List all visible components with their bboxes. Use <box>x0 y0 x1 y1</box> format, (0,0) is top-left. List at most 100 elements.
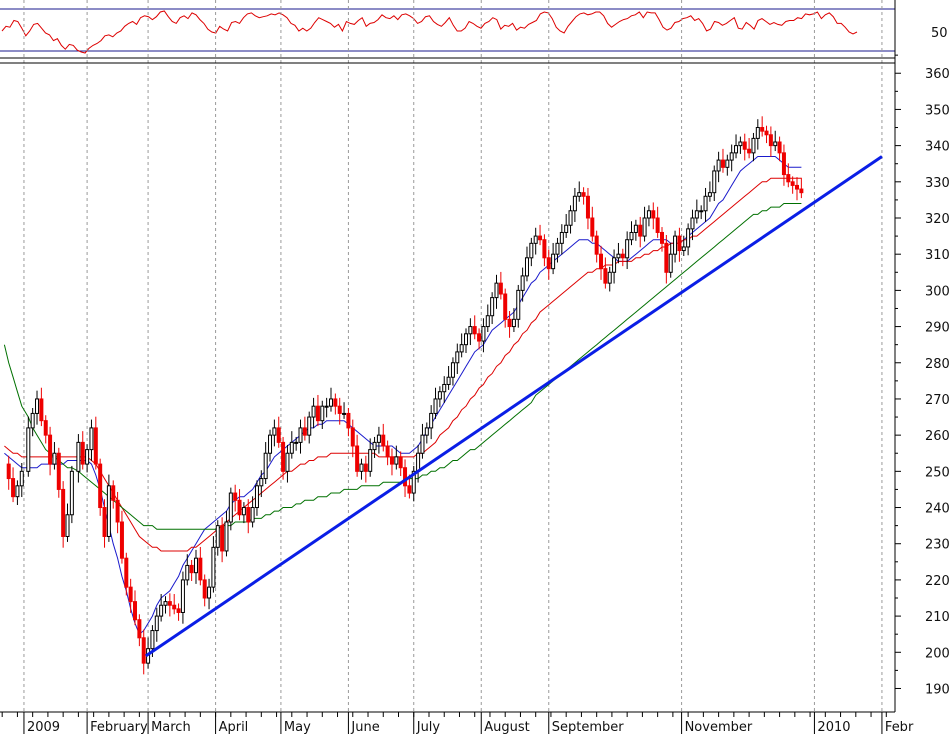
price-tick-label: 250 <box>925 465 950 480</box>
candle-up <box>725 159 730 168</box>
candle-up <box>159 604 164 617</box>
candle-up <box>35 398 40 414</box>
candle-up <box>89 427 94 451</box>
candle-up <box>734 145 739 154</box>
candle-down <box>795 184 800 190</box>
candle-up <box>729 152 734 161</box>
candle-up <box>699 210 704 213</box>
candle-up <box>342 412 347 415</box>
candle-up <box>520 275 525 291</box>
candle-up <box>616 253 621 259</box>
price-tick-label: 340 <box>925 140 950 155</box>
candle-up <box>420 434 425 454</box>
candle-up <box>65 514 70 537</box>
candle-up <box>703 195 708 212</box>
price-tick-label: 280 <box>925 357 950 372</box>
candle-down <box>407 485 412 494</box>
candle-up <box>241 507 246 516</box>
candle-down <box>503 293 508 320</box>
candle-down <box>276 427 281 443</box>
candle-down <box>355 445 360 472</box>
candle-up <box>294 441 299 444</box>
candle-down <box>590 217 595 237</box>
candle-down <box>472 326 477 335</box>
candle-down <box>638 224 643 237</box>
candle-down <box>43 420 48 436</box>
candle-up <box>376 434 381 443</box>
candle-up <box>372 441 377 451</box>
candle-up <box>716 159 721 172</box>
candle-down <box>237 499 242 516</box>
candle-down <box>48 434 53 465</box>
candle-up <box>311 405 316 418</box>
candle-up <box>254 485 259 509</box>
candle-down <box>799 188 804 194</box>
candle-up <box>707 192 712 197</box>
candle-down <box>302 427 307 436</box>
candle-up <box>642 217 647 237</box>
candle-up <box>755 127 760 139</box>
candle-up <box>568 210 573 226</box>
candle-up <box>411 470 416 494</box>
candle-up <box>85 449 90 465</box>
candle-down <box>39 398 44 422</box>
candle-up <box>180 579 185 613</box>
candle-down <box>198 557 203 581</box>
candle-up <box>259 478 264 487</box>
candle-up <box>268 434 273 454</box>
oscillator-line <box>1 10 858 54</box>
price-tick-label: 200 <box>925 646 950 661</box>
candle-up <box>572 195 577 212</box>
candle-up <box>185 564 190 581</box>
candle-up <box>450 362 455 378</box>
oscillator-tick-label: 50 <box>931 26 948 41</box>
candle-down <box>385 445 390 458</box>
candle-down <box>599 253 604 270</box>
candle-down <box>167 601 172 606</box>
candle-down <box>389 456 394 465</box>
month-label: March <box>151 720 191 734</box>
candle-up <box>298 427 303 443</box>
candle-down <box>655 217 660 233</box>
candle-up <box>686 228 691 248</box>
candle-down <box>128 586 133 603</box>
month-label: September <box>552 720 625 734</box>
price-tick-label: 190 <box>925 682 950 697</box>
candle-down <box>768 134 773 147</box>
price-tick-label: 330 <box>925 176 950 191</box>
price-tick-label: 350 <box>925 103 950 118</box>
candle-up <box>751 137 756 154</box>
candle-down <box>115 499 120 523</box>
candle-down <box>93 427 98 465</box>
month-label: February <box>90 720 148 734</box>
candle-up <box>106 485 111 537</box>
candle-down <box>111 485 116 501</box>
candle-down <box>220 525 225 552</box>
candle-up <box>359 463 364 472</box>
candle-up <box>612 257 617 273</box>
candle-up <box>442 383 447 393</box>
candle-down <box>720 159 725 168</box>
candle-down <box>119 521 124 559</box>
candle-down <box>651 210 656 219</box>
candle-down <box>760 127 765 132</box>
month-label: 2010 <box>817 720 850 734</box>
candle-up <box>307 416 312 436</box>
candle-down <box>398 456 403 469</box>
candle-up <box>629 231 634 241</box>
month-label: June <box>350 720 379 734</box>
candle-up <box>285 452 290 472</box>
candle-up <box>524 257 529 277</box>
candle-down <box>581 192 586 197</box>
medium-ma-line <box>4 177 802 552</box>
candle-down <box>594 235 599 255</box>
candle-down <box>80 441 85 465</box>
candle-up <box>551 253 556 270</box>
candle-down <box>664 242 669 273</box>
price-tick-label: 210 <box>925 610 950 625</box>
candle-up <box>468 326 473 335</box>
candle-down <box>246 507 251 523</box>
month-label: Febr <box>885 720 914 734</box>
